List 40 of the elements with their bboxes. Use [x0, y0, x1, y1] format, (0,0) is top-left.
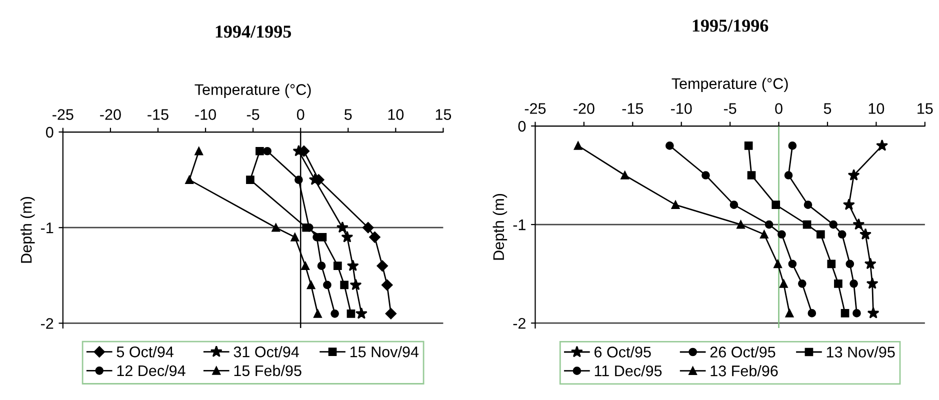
legend-label: 12 Dec/94 [117, 364, 186, 376]
y-tick-label: 0 [46, 126, 54, 138]
x-tick-label: 5 [344, 109, 352, 120]
x-tick-label: -10 [195, 109, 216, 120]
x-tick-label: -25 [524, 103, 546, 114]
legend-label: 6 Oct/95 [594, 346, 651, 358]
legend-label: 13 Nov/95 [826, 346, 895, 358]
x-tick-label: -20 [100, 109, 121, 120]
x-tick-label: -15 [148, 109, 168, 120]
legend-label: 15 Nov/94 [350, 346, 419, 358]
y-axis-title: Depth (m) [20, 196, 35, 263]
x-tick-label: 10 [868, 103, 884, 114]
x-tick-label: 5 [824, 103, 832, 114]
x-tick-label: 0 [775, 103, 782, 114]
x-tick-label: -15 [622, 103, 644, 114]
legend-label: 15 Feb/95 [234, 364, 302, 376]
legend-label: 31 Oct/94 [234, 346, 299, 358]
x-axis-title: Temperature (°C) [672, 78, 788, 92]
y-axis-title: Depth (m) [492, 194, 508, 260]
chart-title: 1995/1996 [692, 20, 768, 32]
x-tick-label: 15 [436, 109, 452, 120]
chart-title: 1994/1995 [216, 26, 292, 38]
x-tick-label: -25 [52, 109, 74, 120]
x-tick-label: -5 [246, 109, 260, 120]
y-tick-label: -2 [40, 318, 54, 329]
y-tick-label: -1 [40, 222, 54, 234]
y-tick-label: 0 [518, 120, 526, 132]
x-tick-label: -5 [724, 103, 736, 114]
legend-label: 11 Dec/95 [594, 365, 662, 376]
legend-label: 5 Oct/94 [116, 346, 174, 358]
x-tick-label: -20 [574, 103, 594, 114]
x-tick-label: 0 [296, 109, 304, 120]
x-tick-label: 15 [918, 103, 933, 114]
legend-label: 26 Oct/95 [710, 346, 776, 358]
y-tick-label: -2 [513, 318, 526, 329]
x-tick-label: 10 [388, 109, 404, 120]
x-axis-title: Temperature (°C) [194, 84, 311, 98]
x-tick-label: -10 [671, 103, 692, 114]
y-tick-label: -1 [513, 220, 526, 230]
legend-label: 13 Feb/96 [710, 365, 778, 376]
